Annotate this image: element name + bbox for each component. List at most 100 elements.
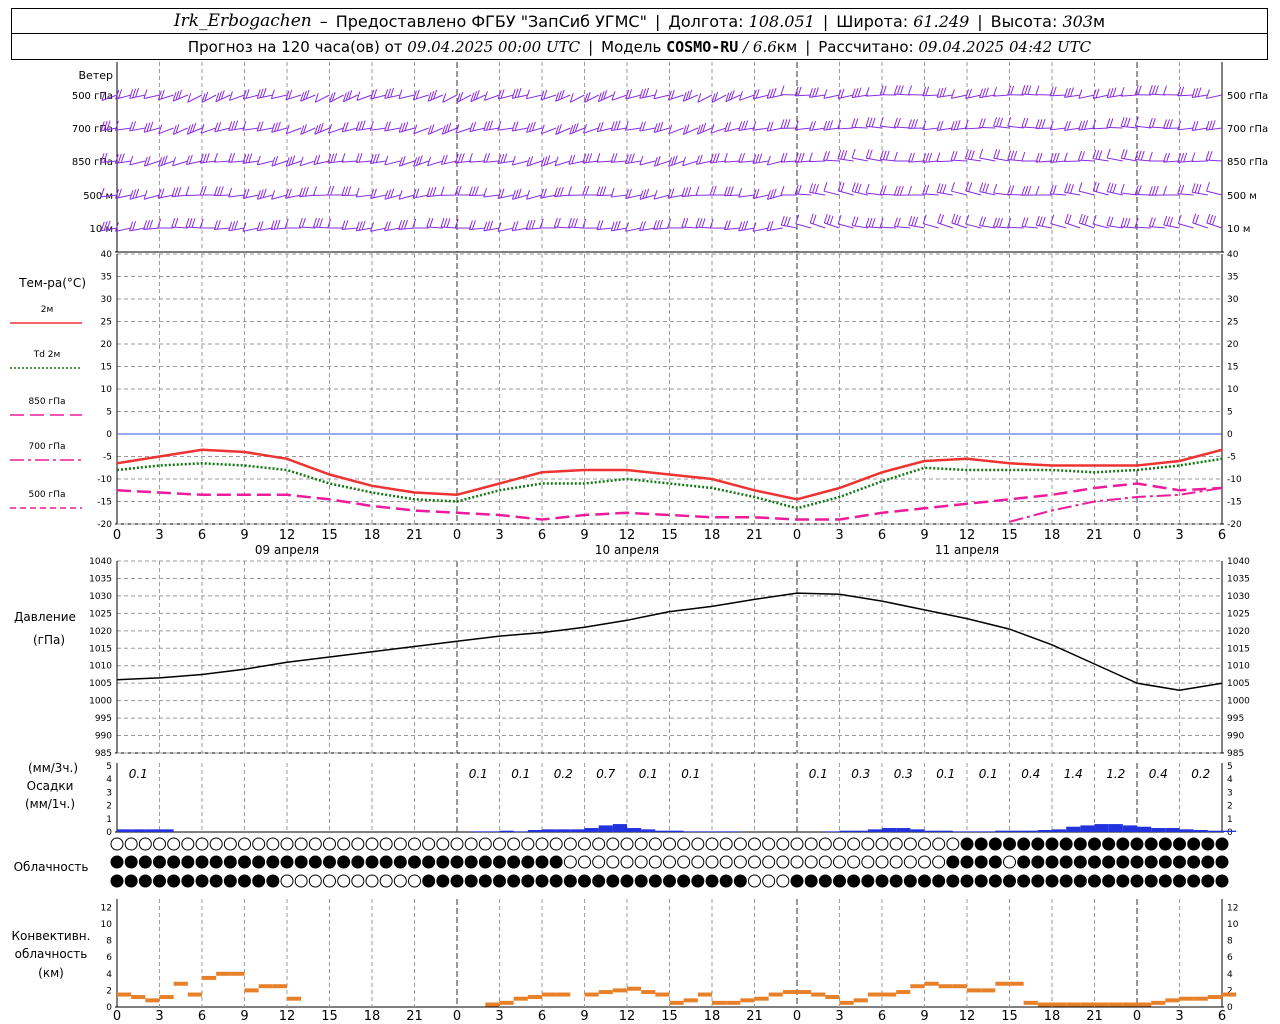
wind-barb-feather <box>800 152 805 163</box>
wind-barb-feather <box>1081 120 1086 130</box>
wind-barb <box>497 222 514 232</box>
cloud-cover-symbol <box>1173 874 1186 888</box>
wind-barb <box>596 153 613 163</box>
wind-barb-feather <box>120 153 125 163</box>
wind-barb-feather <box>628 89 633 99</box>
wind-barb-feather <box>319 218 323 228</box>
wind-barb-feather <box>344 121 349 132</box>
wind-barb-feather <box>571 154 576 164</box>
wind-barb-feather <box>1092 89 1097 99</box>
wind-barb-feather <box>1064 121 1069 131</box>
wind-barb <box>568 154 585 165</box>
wind-barb-feather <box>199 153 204 164</box>
cloud-cover-symbol <box>762 837 776 851</box>
cloud-cover-symbol <box>422 874 436 888</box>
wind-barb-feather <box>355 153 360 163</box>
wind-barb-feather <box>355 187 360 198</box>
wind-barb-staff <box>1192 222 1208 229</box>
wind-barb-feather <box>911 119 915 129</box>
cloud-cover-symbol <box>308 855 322 869</box>
wind-barb-feather <box>442 93 447 103</box>
wind-barb <box>1177 184 1194 196</box>
wind-barb-feather <box>329 93 333 103</box>
wind-barb-feather <box>667 188 672 199</box>
wind-barb-staff <box>851 126 868 129</box>
cloud-cover-symbol <box>167 874 181 888</box>
wind-barb <box>511 188 528 200</box>
wind-barb-feather <box>1180 86 1185 96</box>
wind-barb-feather <box>723 220 728 230</box>
cloud-cover-symbol <box>691 837 705 851</box>
cloud-cover-symbol <box>138 855 152 869</box>
wind-barb <box>823 89 840 99</box>
wind-barb-staff <box>1163 160 1180 163</box>
convective-bar <box>910 984 925 989</box>
wind-barb-staff <box>767 160 783 166</box>
wind-barb-feather <box>970 150 975 160</box>
wind-barb-feather <box>259 88 264 98</box>
wind-barb <box>129 221 146 232</box>
wind-barb <box>540 124 557 135</box>
wind-barb-feather <box>456 93 461 103</box>
wind-barb-feather <box>556 187 561 197</box>
wind-barb <box>1120 86 1138 97</box>
wind-barb-staff <box>950 159 968 162</box>
cloud-cover-symbol <box>1173 855 1186 869</box>
wind-barb-feather <box>1148 117 1153 128</box>
cloud-cover-symbol <box>634 837 648 851</box>
wind-barb-staff <box>526 94 543 100</box>
temp-hour-label: 15 <box>1001 528 1018 543</box>
wind-barb <box>979 216 996 229</box>
wind-barb <box>186 122 203 135</box>
temp-hour-label: 15 <box>321 528 338 543</box>
wind-barb <box>809 213 826 229</box>
wind-barb-staff <box>653 127 670 133</box>
wind-barb-feather <box>526 190 531 200</box>
wind-barb-feather <box>625 222 629 232</box>
wind-barb <box>483 220 500 232</box>
cloud-cover-symbol <box>648 837 662 851</box>
wind-barb-staff <box>356 160 373 163</box>
wind-barb <box>794 152 812 163</box>
wind-barb-staff <box>639 127 656 132</box>
wind-barb-feather <box>682 92 687 102</box>
wind-barb-staff <box>1121 125 1138 129</box>
wind-barb <box>808 152 826 163</box>
conv-hour-label: 6 <box>878 1009 886 1024</box>
wind-barb <box>610 220 628 232</box>
convective-bar <box>216 971 231 976</box>
wind-level-label-right: 700 гПа <box>1227 124 1268 135</box>
wind-barb-feather <box>432 186 437 197</box>
wind-barb-feather <box>274 122 278 132</box>
wind-barb-feather <box>149 121 154 131</box>
cloud-cover-symbol <box>946 874 960 888</box>
wind-barb-feather <box>956 120 961 130</box>
wind-barb <box>384 155 401 166</box>
wind-barb-feather <box>387 189 392 199</box>
wind-barb <box>1191 152 1208 163</box>
wind-barb-feather <box>228 121 233 131</box>
wind-barb-feather <box>730 90 735 100</box>
temp-hour-label: 9 <box>580 528 588 543</box>
header-separator: | <box>654 11 661 31</box>
wind-barb <box>1064 213 1081 229</box>
wind-barb-staff <box>951 222 968 229</box>
wind-barb-feather <box>355 121 360 131</box>
cloud-cover-symbol <box>875 874 889 888</box>
wind-barb-staff <box>343 94 359 103</box>
wind-barb-staff <box>795 223 812 229</box>
conv-tick-label-right: 12 <box>1227 903 1238 913</box>
wind-barb-feather <box>301 187 306 197</box>
wind-barb <box>1021 185 1038 196</box>
wind-barb-staff <box>951 94 968 99</box>
wind-barb-staff <box>299 160 316 167</box>
wind-barb-feather <box>985 183 990 194</box>
wind-barb-staff <box>979 191 996 196</box>
wind-barb-feather <box>1134 85 1139 95</box>
cloud-cover-symbol <box>578 837 591 851</box>
wind-barb-feather <box>146 220 151 230</box>
cloud-cover-symbol <box>266 855 280 869</box>
wind-barb <box>823 120 840 131</box>
wind-barb-feather <box>639 190 644 200</box>
wind-barb-feather <box>854 118 859 128</box>
